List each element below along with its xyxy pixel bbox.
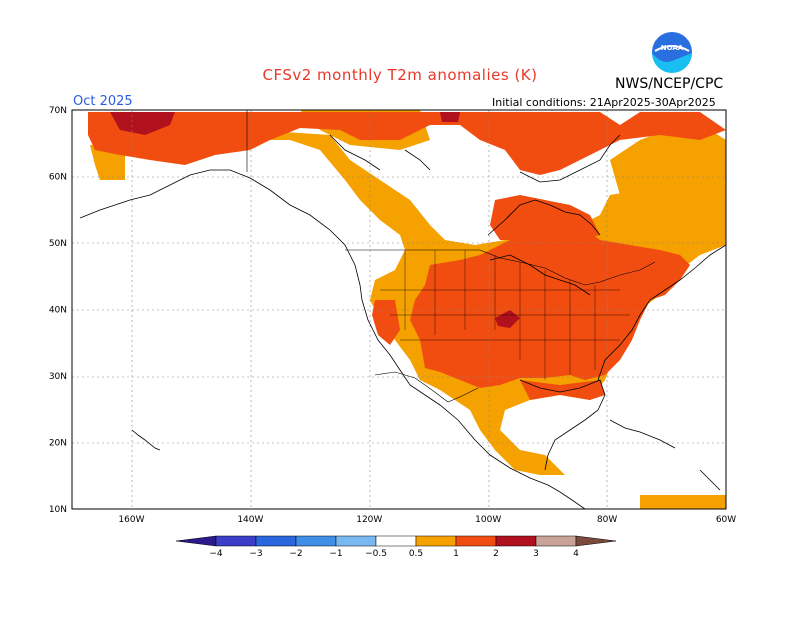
colorbar-labels: −4 −3 −2 −1 −0.5 0.5 1 2 3 4 <box>209 549 579 559</box>
initial-conditions: Initial conditions: 21Apr2025-30Apr2025 <box>492 96 716 109</box>
colorbar-bin <box>215 535 257 547</box>
anomaly-region-warm-west <box>372 300 400 345</box>
colorbar-tick-label: −2 <box>289 549 302 559</box>
colorbar-bin <box>415 535 457 547</box>
anomaly-field <box>88 110 726 509</box>
noaa-logo: NOAA <box>652 32 692 73</box>
anomaly-region-weak-eastcanada <box>610 125 726 210</box>
colorbar-bin <box>335 535 377 547</box>
plot-frame <box>71 109 727 510</box>
colorbar-bin <box>255 535 297 547</box>
colorbar-tick-label: 1 <box>453 549 459 559</box>
lat-tick-label: 60N <box>49 173 67 183</box>
anomaly-region-warm-conus <box>410 220 690 388</box>
lon-axis: 160W 140W 120W 100W 80W 60W <box>118 515 736 525</box>
lat-tick-label: 10N <box>49 505 67 515</box>
anomaly-region-warm-gulf <box>520 380 605 400</box>
agency-label: NWS/NCEP/CPC <box>615 76 724 92</box>
anomaly-region-strong-north <box>440 112 460 122</box>
colorbar-tick-label: 2 <box>493 549 499 559</box>
colorbar-bin <box>175 535 217 547</box>
lon-tick-label: 100W <box>475 515 501 525</box>
anomaly-region-warm-central-canada <box>490 195 600 240</box>
grid-lines <box>72 110 726 509</box>
colorbar-bin <box>455 535 497 547</box>
coastlines <box>79 134 726 509</box>
anomaly-region-strong-arctic <box>110 112 175 135</box>
colorbar-tick-label: −1 <box>329 549 342 559</box>
colorbar-tick-label: 4 <box>573 549 579 559</box>
noaa-logo-text: NOAA <box>661 44 684 52</box>
lat-tick-label: 20N <box>49 439 67 449</box>
lon-tick-label: 80W <box>597 515 617 525</box>
forecast-month: Oct 2025 <box>73 94 133 109</box>
anomaly-region-warm-arctic <box>88 112 726 175</box>
colorbar-tick-label: −4 <box>209 549 223 559</box>
colorbar <box>175 535 617 547</box>
lon-tick-label: 140W <box>237 515 263 525</box>
lon-tick-label: 60W <box>716 515 736 525</box>
colorbar-bin <box>495 535 537 547</box>
lat-tick-label: 40N <box>49 306 67 316</box>
colorbar-bin <box>535 535 577 547</box>
lat-tick-label: 70N <box>49 106 67 116</box>
lon-tick-label: 160W <box>118 515 144 525</box>
colorbar-tick-label: 0.5 <box>409 549 423 559</box>
colorbar-tick-label: −3 <box>249 549 262 559</box>
lat-axis: 70N 60N 50N 40N 30N 20N 10N <box>49 106 67 515</box>
colorbar-bin <box>575 535 617 547</box>
anomaly-region-strong-rockies <box>495 310 520 328</box>
colorbar-tick-label: 3 <box>533 549 539 559</box>
lat-tick-label: 50N <box>49 239 67 249</box>
colorbar-tick-label: −0.5 <box>365 549 387 559</box>
anomaly-region-weak-caribbean <box>640 495 726 509</box>
lon-tick-label: 120W <box>356 515 382 525</box>
lat-tick-label: 30N <box>49 372 67 382</box>
colorbar-bin <box>375 535 417 547</box>
political-borders <box>246 110 656 403</box>
colorbar-bin <box>295 535 337 547</box>
map-title: CFSv2 monthly T2m anomalies (K) <box>262 66 538 84</box>
